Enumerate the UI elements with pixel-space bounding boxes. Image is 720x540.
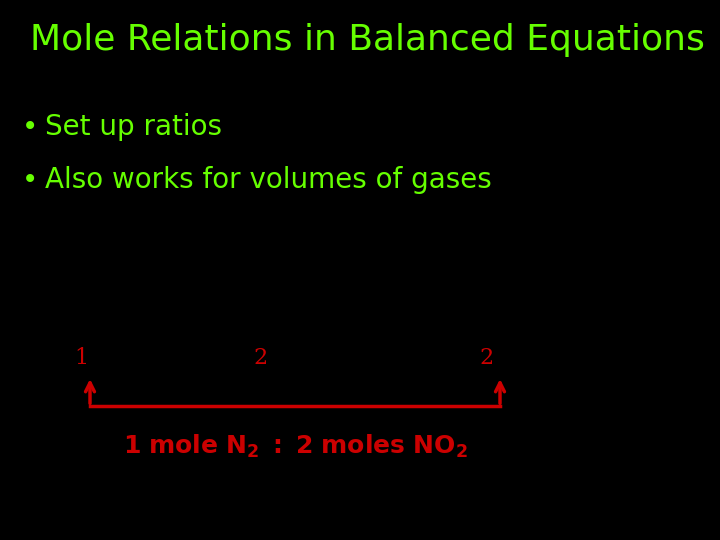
Text: 2: 2 <box>480 347 494 369</box>
Text: 1: 1 <box>74 347 88 369</box>
Text: 2: 2 <box>254 347 268 369</box>
Text: 2 moles O$_2$ gas: 2 moles O$_2$ gas <box>285 307 435 329</box>
Text: O$_2$(g): O$_2$(g) <box>270 345 331 372</box>
Text: 1 mole N$_2$ gas: 1 mole N$_2$ gas <box>50 307 190 329</box>
Text: 2 moles NO$_2$ gas: 2 moles NO$_2$ gas <box>507 307 673 329</box>
Text: N$_2$(g): N$_2$(g) <box>90 345 152 372</box>
Text: $\bf{1\ mole\ N_2\ :\ 2\ moles\ NO_2}$: $\bf{1\ mole\ N_2\ :\ 2\ moles\ NO_2}$ <box>122 433 467 460</box>
Text: Also works for volumes of gases: Also works for volumes of gases <box>45 166 492 194</box>
Text: Set up ratios: Set up ratios <box>45 113 222 141</box>
Text: Mole ratios: Mole ratios <box>292 285 428 308</box>
Text: •: • <box>22 113 38 141</box>
Text: +: + <box>239 347 257 369</box>
Text: NO$_2$(g): NO$_2$(g) <box>496 345 576 372</box>
Text: •: • <box>22 166 38 194</box>
Text: Mole Relations in Balanced Equations: Mole Relations in Balanced Equations <box>30 23 705 57</box>
